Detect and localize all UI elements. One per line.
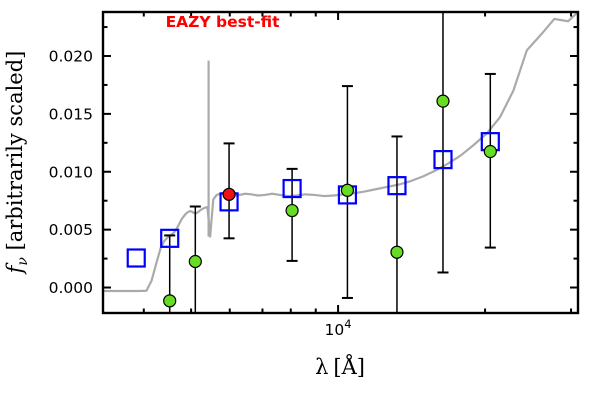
- best-fit-spectrum-line: [103, 12, 578, 293]
- axes-frame: [101, 10, 580, 315]
- x-axis-title: λ [Å]: [315, 354, 365, 379]
- y-tick-label: 0.015: [49, 105, 93, 123]
- y-tick-label: 0.005: [49, 221, 93, 239]
- eazy-best-fit-annotation: EAZY best-fit: [166, 13, 281, 31]
- axis-ticks: [103, 12, 578, 313]
- svg-text:λ[Å]: λ [Å]: [315, 354, 365, 379]
- observed-photometry-points: [163, 94, 497, 308]
- x-tick-label: 104: [325, 317, 352, 339]
- y-tick-label: 0.010: [49, 163, 93, 181]
- axis-tick-labels: 0.000 0.005 0.010 0.015 0.020 104: [49, 47, 352, 339]
- y-axis-title: fν [arbitrarily scaled]: [3, 51, 31, 276]
- y-tick-label: 0.020: [49, 47, 93, 65]
- svg-text:fν [arbitrarily scaled]: fν [arbitrarily scaled]: [3, 51, 31, 276]
- y-tick-label: 0.000: [49, 279, 93, 297]
- error-bars-group: [164, 12, 496, 313]
